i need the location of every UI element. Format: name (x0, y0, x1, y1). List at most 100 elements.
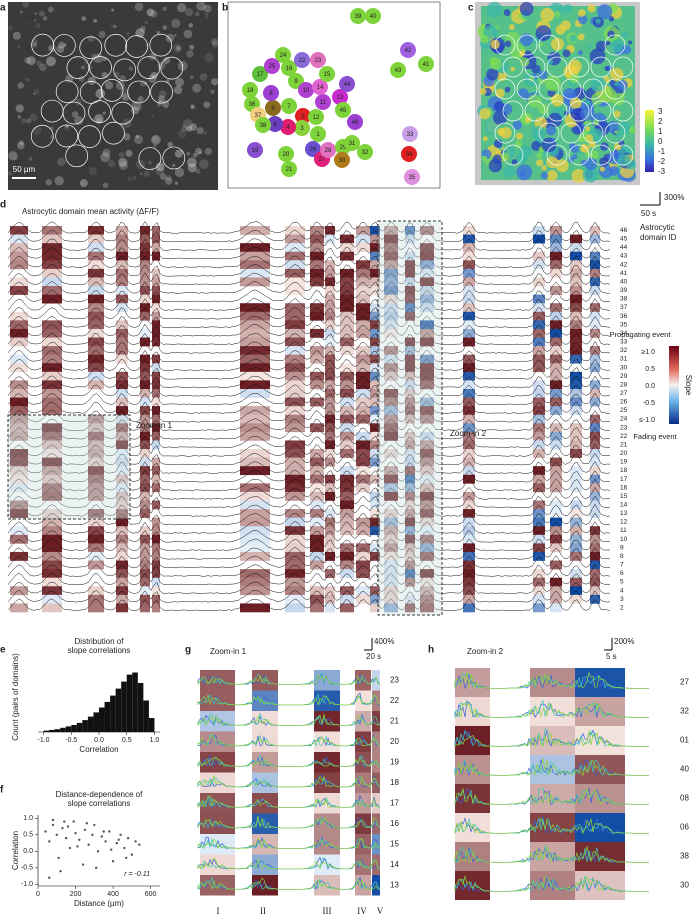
slope-cell (530, 813, 575, 842)
cell-speck (81, 16, 87, 21)
domain (281, 98, 297, 114)
slope-cell (88, 277, 104, 287)
label: 3 (300, 126, 304, 132)
label: e (0, 645, 6, 656)
cell-speck (186, 151, 191, 156)
domain (365, 8, 381, 24)
slope-cell (455, 871, 490, 900)
label: 17 (390, 798, 399, 807)
domain (418, 56, 434, 72)
slope-cell (550, 226, 562, 235)
slope-cell (116, 474, 128, 484)
trace (7, 521, 611, 534)
slope-patch (599, 142, 609, 151)
cell-speck (25, 22, 28, 26)
domain (350, 8, 366, 24)
label: 4 (620, 587, 624, 594)
cell-speck (93, 18, 98, 23)
slope-cell (570, 294, 582, 304)
slope-cell (116, 586, 128, 596)
slope-cell (240, 517, 270, 527)
trace (7, 238, 611, 251)
slope-patch (496, 71, 507, 82)
label: 46 (620, 227, 628, 234)
slope-cell (42, 328, 62, 338)
slope-cell (370, 234, 380, 244)
cell-speck (186, 50, 194, 58)
cell-speck (83, 59, 89, 65)
slope-cell (152, 397, 160, 407)
trace (197, 714, 381, 726)
slope-cell (42, 586, 62, 596)
point (55, 833, 58, 837)
slope-cell (405, 234, 415, 244)
slope-cell (325, 594, 335, 604)
cell-speck (155, 166, 165, 176)
slope-cell (88, 526, 104, 536)
label: 30 (339, 158, 346, 164)
domain-outline (590, 100, 612, 122)
label: Correlation (11, 831, 20, 870)
slope-cell (405, 603, 415, 613)
label: 28 (325, 148, 332, 154)
slope-patch (480, 34, 489, 44)
trace (7, 538, 610, 551)
slope-cell (116, 397, 128, 407)
slope-cell (200, 752, 235, 773)
label: 30 (680, 881, 689, 890)
slope-cell (325, 491, 335, 501)
slope-patch (535, 25, 552, 41)
label: 1 (658, 127, 663, 136)
domain-outline (494, 34, 516, 56)
slope-cell (88, 560, 104, 570)
slope-cell (310, 517, 324, 527)
slope-cell (384, 603, 398, 613)
label: 27 (680, 678, 689, 687)
label: 46 (352, 120, 359, 126)
cell-speck (87, 76, 96, 86)
slope-cell (384, 234, 398, 244)
label: 15 (620, 493, 628, 500)
cell-speck (26, 78, 30, 82)
slope-cell (152, 354, 160, 364)
cell-speck (127, 176, 133, 182)
point (83, 828, 87, 832)
domain-outline (162, 146, 186, 170)
cell-speck (139, 25, 146, 32)
slope-cell (325, 569, 335, 578)
cell-speck (105, 81, 114, 90)
domain-outline (55, 124, 79, 148)
trace (7, 478, 611, 491)
domain-outline (546, 144, 568, 166)
trace (454, 874, 649, 892)
slope-cell (285, 268, 305, 278)
label: 8 (269, 91, 273, 97)
slope-cell (356, 320, 370, 330)
domain-outline (79, 81, 103, 104)
bar (93, 712, 99, 732)
slope-cell (42, 603, 62, 613)
slope-cell (10, 277, 28, 287)
label: Distribution of (75, 637, 125, 646)
slope-cell (340, 414, 354, 424)
label: 19 (620, 459, 628, 466)
trace (7, 289, 611, 303)
slope-cell (370, 457, 380, 467)
cell-speck (102, 182, 109, 189)
domain-outline (160, 56, 184, 80)
trace (7, 529, 611, 543)
point (74, 831, 77, 835)
cell-speck (210, 89, 215, 94)
slope-cell (325, 337, 335, 347)
point (59, 869, 62, 873)
slope-cell (116, 440, 128, 450)
slope-patch (482, 136, 488, 142)
cell-speck (152, 143, 158, 149)
label: 2 (301, 114, 305, 120)
label: 36 (249, 102, 256, 108)
cell-speck (75, 98, 82, 106)
domain-outline (55, 80, 79, 103)
slope-cell (310, 603, 324, 613)
slope-cell (356, 543, 370, 553)
slope-cell (88, 440, 104, 450)
